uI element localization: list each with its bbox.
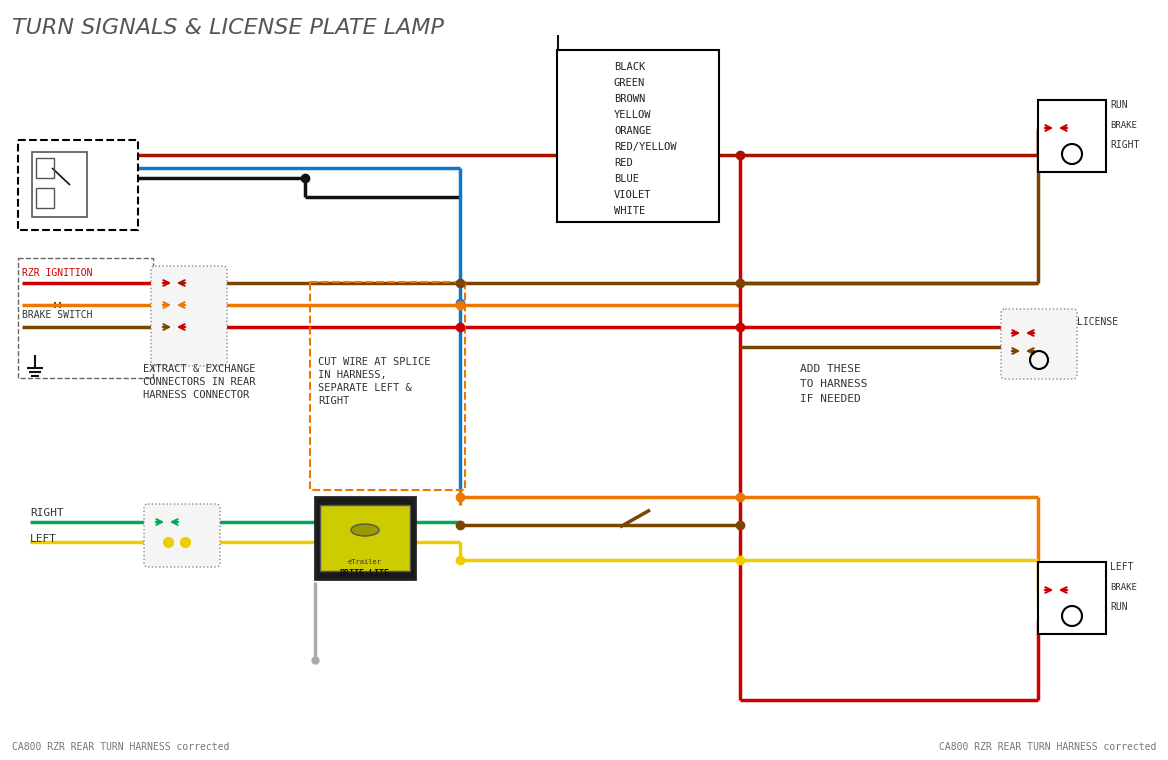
Text: BRITE-LITE: BRITE-LITE xyxy=(340,569,390,578)
Text: RIGHT: RIGHT xyxy=(30,508,64,518)
Bar xyxy=(557,50,719,222)
Text: RUN: RUN xyxy=(1110,100,1127,110)
Text: LEFT: LEFT xyxy=(30,534,57,544)
Text: ADD THESE: ADD THESE xyxy=(800,364,861,374)
Text: VIOLET: VIOLET xyxy=(614,190,652,200)
FancyBboxPatch shape xyxy=(1001,309,1077,379)
Text: BROWN: BROWN xyxy=(614,94,645,104)
FancyBboxPatch shape xyxy=(151,266,227,366)
Text: TURN SIGNALS & LICENSE PLATE LAMP: TURN SIGNALS & LICENSE PLATE LAMP xyxy=(12,18,444,38)
Text: CUT WIRE AT SPLICE: CUT WIRE AT SPLICE xyxy=(318,357,431,367)
Bar xyxy=(1038,100,1106,172)
Text: ORANGE: ORANGE xyxy=(614,126,652,136)
Text: BLACK: BLACK xyxy=(614,62,645,72)
Text: RIGHT: RIGHT xyxy=(318,396,349,406)
Text: CA800 RZR REAR TURN HARNESS corrected: CA800 RZR REAR TURN HARNESS corrected xyxy=(12,742,229,752)
Ellipse shape xyxy=(352,524,378,536)
Text: eTrailer: eTrailer xyxy=(348,559,382,565)
Text: GREEN: GREEN xyxy=(614,78,645,88)
Text: LEFT: LEFT xyxy=(1110,562,1133,572)
Text: EXTRACT & EXCHANGE: EXTRACT & EXCHANGE xyxy=(142,364,256,374)
Text: CA800 RZR REAR TURN HARNESS corrected: CA800 RZR REAR TURN HARNESS corrected xyxy=(939,742,1156,752)
Bar xyxy=(315,497,415,579)
Text: TO HARNESS: TO HARNESS xyxy=(800,379,868,389)
Text: RED/YELLOW: RED/YELLOW xyxy=(614,142,676,152)
Text: SEPARATE LEFT &: SEPARATE LEFT & xyxy=(318,383,412,393)
Text: RIGHT: RIGHT xyxy=(1110,140,1139,150)
Bar xyxy=(36,158,54,178)
Text: RUN: RUN xyxy=(1110,602,1127,612)
Text: YELLOW: YELLOW xyxy=(614,110,652,120)
Bar xyxy=(32,152,86,217)
Bar xyxy=(36,188,54,208)
Text: LICENSE: LICENSE xyxy=(1077,317,1118,327)
Text: BRAKE SWITCH: BRAKE SWITCH xyxy=(22,310,92,320)
Text: RZR IGNITION: RZR IGNITION xyxy=(22,268,92,278)
Text: IN HARNESS,: IN HARNESS, xyxy=(318,370,387,380)
Text: WHITE: WHITE xyxy=(614,206,645,216)
Text: HARNESS CONNECTOR: HARNESS CONNECTOR xyxy=(142,390,249,400)
Bar xyxy=(1038,562,1106,634)
Text: RED: RED xyxy=(614,158,633,168)
Text: CONNECTORS IN REAR: CONNECTORS IN REAR xyxy=(142,377,256,387)
FancyBboxPatch shape xyxy=(144,504,220,567)
Bar xyxy=(320,505,410,571)
Text: BRAKE: BRAKE xyxy=(1110,583,1136,592)
Text: IF NEEDED: IF NEEDED xyxy=(800,394,861,404)
Text: BRAKE: BRAKE xyxy=(1110,121,1136,130)
Text: BLUE: BLUE xyxy=(614,174,639,184)
